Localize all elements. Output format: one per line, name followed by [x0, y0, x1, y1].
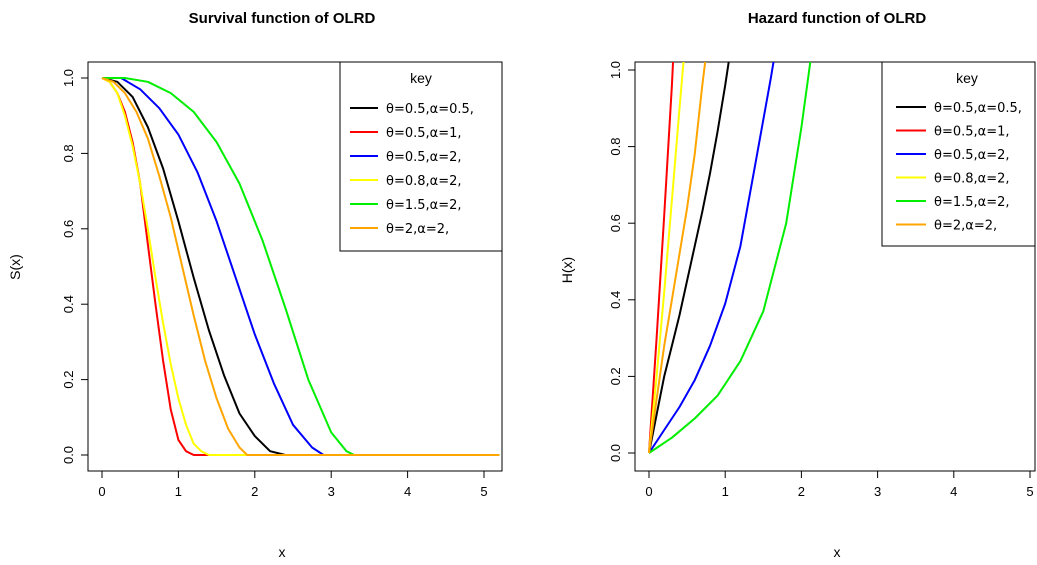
legend-entry-label: θ=0.5,α=2, [934, 148, 1010, 163]
legend-entry-label: θ=1.5,α=2, [934, 195, 1010, 210]
y-tick-label: 0.0 [608, 444, 623, 462]
y-tick-label: 1.0 [608, 61, 623, 79]
x-tick-label: 3 [874, 484, 881, 499]
series-line-2 [648, 62, 775, 454]
series-line-5 [101, 77, 500, 456]
legend-entry-label: θ=0.8,α=2, [934, 172, 1010, 187]
y-tick-label: 0.6 [608, 214, 623, 232]
series-layer [648, 62, 812, 454]
series-line-3 [101, 77, 500, 456]
legend-entries: θ=0.5,α=0.5, θ=0.5,α=1, θ=0.5,α=2, θ=0.8,α=… [350, 102, 474, 237]
plot-title: Survival function of OLRD [189, 10, 376, 27]
legend-entry-label: θ=0.5,α=2, [386, 150, 462, 165]
x-tick-label: 1 [722, 484, 729, 499]
legend-entry-label: θ=2,α=2, [386, 222, 449, 237]
x-tick-label: 1 [175, 484, 182, 499]
x-tick-label: 3 [328, 484, 335, 499]
y-tick-label: 0.2 [61, 371, 76, 389]
legend-entry-label: θ=0.5,α=0.5, [934, 101, 1022, 116]
y-tick-label: 0.8 [608, 138, 623, 156]
x-tick-label: 4 [950, 484, 957, 499]
x-axis-label: x [834, 544, 841, 560]
legend-entry-label: θ=2,α=2, [934, 219, 997, 234]
plot-title: Hazard function of OLRD [748, 10, 926, 27]
x-tick-label: 2 [251, 484, 258, 499]
plot-frame [87, 61, 503, 472]
series-line-0 [101, 77, 500, 456]
legend-entry-label: θ=0.8,α=2, [386, 174, 462, 189]
y-axis: 0.0 0.2 0.4 0.6 0.8 1.0 [61, 69, 88, 464]
legend-entry-label: θ=0.5,α=0.5, [386, 102, 474, 117]
legend-entries: θ=0.5,α=0.5, θ=0.5,α=1, θ=0.5,α=2, θ=0.8,α=… [896, 101, 1022, 234]
y-tick-label: 0.4 [608, 291, 623, 309]
series-line-5 [648, 62, 707, 454]
y-tick-label: 0.8 [61, 144, 76, 162]
series-layer [101, 77, 500, 456]
x-tick-label: 5 [480, 484, 487, 499]
series-line-2 [102, 77, 500, 456]
x-axis: 0 1 2 3 4 5 [645, 471, 1034, 499]
y-tick-label: 0.2 [608, 367, 623, 385]
x-tick-label: 4 [404, 484, 411, 499]
plot-frame [634, 61, 1036, 472]
legend-entry-label: θ=1.5,α=2, [386, 198, 462, 213]
y-axis-label: S(x) [7, 254, 23, 280]
y-tick-label: 0.6 [61, 220, 76, 238]
series-line-3 [648, 62, 685, 454]
x-axis: 0 1 2 3 4 5 [98, 471, 488, 499]
y-axis-label: H(x) [559, 257, 575, 283]
hazard-plot: Hazard function of OLRD x H(x) 0 1 2 3 4 5 0.… [559, 10, 1036, 560]
y-tick-label: 0.0 [61, 446, 76, 464]
legend: key θ=0.5,α=0.5,θ=0.5,α=1,θ=0.5,α=2,θ=0.… [339, 61, 503, 252]
legend-title: key [410, 70, 432, 86]
series-line-1 [648, 62, 675, 454]
legend-entry-label: θ=0.5,α=1, [386, 126, 462, 141]
x-tick-label: 5 [1026, 484, 1033, 499]
y-tick-label: 1.0 [61, 69, 76, 87]
x-tick-label: 0 [645, 484, 652, 499]
legend: key θ=0.5,α=0.5,θ=0.5,α=1,θ=0.5,α=2,θ=0.… [881, 61, 1036, 247]
x-tick-label: 2 [798, 484, 805, 499]
series-line-4 [102, 77, 500, 456]
y-axis: 0.0 0.2 0.4 0.6 0.8 1.0 [608, 61, 635, 462]
x-axis-label: x [279, 544, 286, 560]
legend-title: key [956, 70, 978, 86]
series-line-0 [648, 62, 730, 454]
x-tick-label: 0 [98, 484, 105, 499]
y-tick-label: 0.4 [61, 295, 76, 313]
legend-entry-label: θ=0.5,α=1, [934, 125, 1010, 140]
series-line-4 [648, 62, 812, 454]
